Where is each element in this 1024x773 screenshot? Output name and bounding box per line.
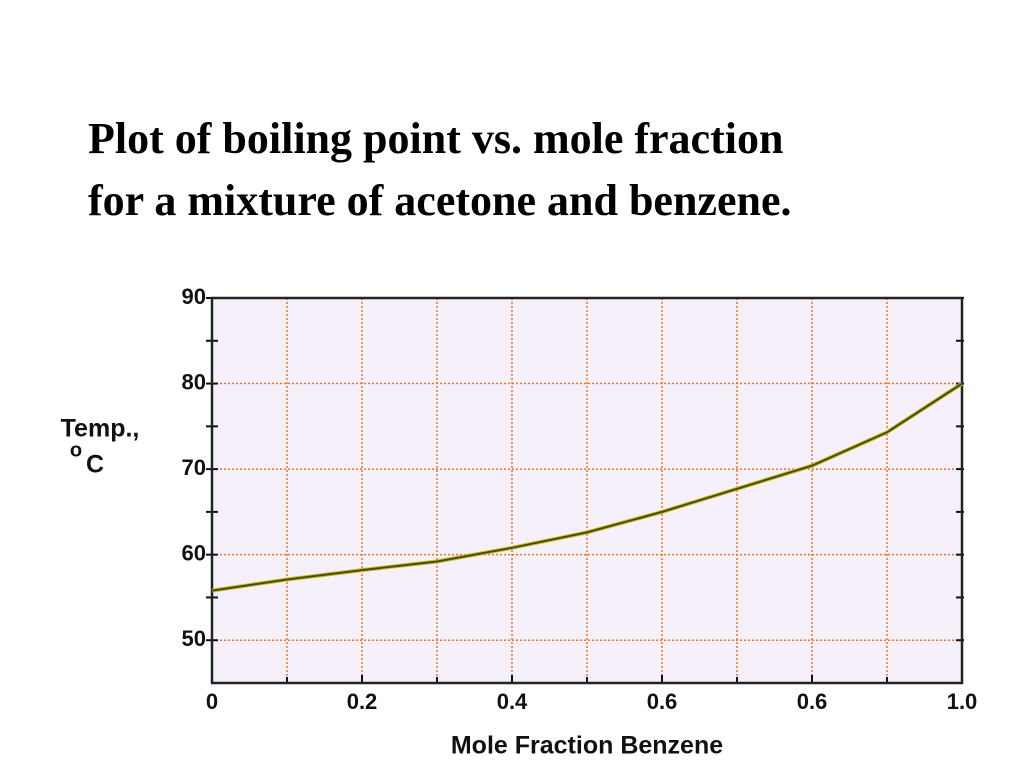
x-tick-label: 0.4	[497, 689, 528, 714]
plot-frame	[210, 296, 964, 685]
x-tick-label: 0.2	[347, 689, 378, 714]
y-tick-label: 50	[182, 626, 206, 651]
x-tick-label: 1.0	[947, 689, 978, 714]
y-axis-unit: C	[86, 451, 104, 479]
title-line: Plot of boiling point vs. mole fraction	[88, 114, 783, 163]
y-tick-label: 70	[182, 455, 206, 480]
title-line: for a mixture of acetone and benzene.	[88, 176, 791, 225]
curve	[211, 382, 963, 592]
y-tick-label: 80	[182, 369, 206, 394]
x-tick-label: 0	[206, 689, 218, 714]
y-tick-label: 60	[182, 540, 206, 565]
x-tick-label: 0.6	[647, 689, 678, 714]
x-axis-label: Mole Fraction Benzene	[451, 732, 723, 760]
y-tick-label: 90	[182, 284, 206, 309]
y-axis-label: Temp.,	[61, 415, 140, 443]
y-axis-unit-sup: o	[70, 439, 82, 461]
x-tick-label: 0.6	[797, 689, 828, 714]
